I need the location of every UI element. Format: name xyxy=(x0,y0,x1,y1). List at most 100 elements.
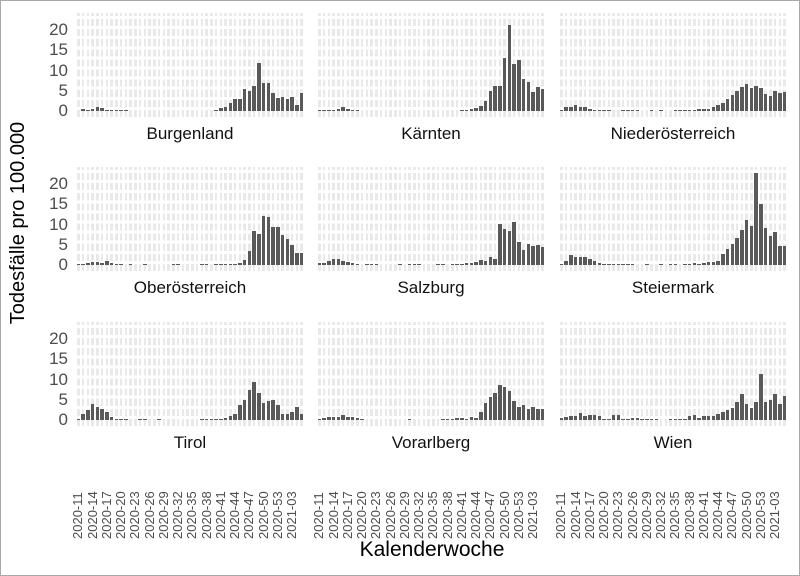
bar-2020-43 xyxy=(228,103,233,111)
bar-2020-51 xyxy=(266,401,271,420)
gridline xyxy=(243,167,246,271)
bar-2020-53 xyxy=(276,98,280,111)
bar-2020-45 xyxy=(721,103,725,111)
gridline xyxy=(731,322,734,426)
bar-2020-13 xyxy=(327,261,331,265)
gridline xyxy=(110,322,113,426)
gridline xyxy=(693,167,696,271)
gridline xyxy=(465,322,468,426)
gridline xyxy=(281,13,284,117)
bar-2020-35 xyxy=(673,264,678,265)
bar-2020-18 xyxy=(109,263,114,265)
gridline xyxy=(650,322,653,426)
gridline xyxy=(427,13,430,117)
bar-2020-16 xyxy=(583,416,587,420)
x-tick-text: 2020-14 xyxy=(567,491,583,539)
gridline xyxy=(233,13,237,117)
gridline xyxy=(750,322,753,426)
bar-2021-05 xyxy=(299,93,304,111)
x-tick-label: 2020-47 xyxy=(724,469,739,539)
bar-2020-47 xyxy=(488,91,493,111)
gridline xyxy=(726,322,729,426)
bar-2020-39 xyxy=(450,419,455,420)
gridline xyxy=(384,322,388,426)
y-tick-label: 15 xyxy=(49,40,68,60)
gridline xyxy=(295,322,299,426)
gridline xyxy=(205,322,208,426)
gridline xyxy=(479,322,483,426)
x-tick-label: 2020-47 xyxy=(482,469,497,539)
gridline xyxy=(271,167,275,271)
gridline xyxy=(318,13,321,117)
bar-2020-46 xyxy=(483,101,488,111)
gridline xyxy=(769,13,772,117)
bar-2021-04 xyxy=(778,404,782,420)
bar-2021-01 xyxy=(763,94,768,111)
bar-2021-02 xyxy=(285,414,290,420)
bar-2021-03 xyxy=(531,246,535,265)
gridline xyxy=(276,322,280,426)
gridline xyxy=(707,167,710,271)
gridline xyxy=(522,13,525,117)
bar-2020-53 xyxy=(517,60,521,111)
x-tick-text: 2020-29 xyxy=(638,491,654,539)
gridline xyxy=(683,322,687,426)
bar-2020-22 xyxy=(611,415,616,420)
bar-2020-43 xyxy=(469,263,474,265)
gridline xyxy=(536,322,540,426)
bar-2020-14 xyxy=(90,404,95,420)
facet-label: Burgenland xyxy=(146,124,234,143)
gridline xyxy=(81,167,85,271)
bar-2020-39 xyxy=(692,263,697,265)
bar-2020-18 xyxy=(109,417,114,420)
gridline xyxy=(295,13,299,117)
gridline xyxy=(356,322,359,426)
gridline xyxy=(564,167,568,271)
bar-2020-45 xyxy=(721,254,725,265)
gridline xyxy=(626,13,630,117)
bar-2020-53 xyxy=(276,405,280,420)
bar-2020-46 xyxy=(725,249,730,265)
gridline xyxy=(153,167,156,271)
x-tick-label: 2020-11 xyxy=(553,469,568,539)
gridline xyxy=(451,13,454,117)
gridline xyxy=(233,322,237,426)
bar-2020-41 xyxy=(460,110,464,111)
bar-2021-01 xyxy=(521,250,526,265)
x-tick-label: 2020-23 xyxy=(610,469,625,539)
gridline xyxy=(560,13,563,117)
gridline xyxy=(588,322,592,426)
bar-2020-45 xyxy=(721,412,725,420)
gridline xyxy=(408,13,411,117)
gridline xyxy=(167,167,170,271)
x-tick-text: 2020-26 xyxy=(624,491,640,539)
gridline xyxy=(86,13,90,117)
gridline xyxy=(588,13,592,117)
x-tick-label: 2020-35 xyxy=(184,469,199,539)
gridline xyxy=(332,13,335,117)
gridline xyxy=(157,322,161,426)
bar-2020-40 xyxy=(455,418,459,420)
bar-2020-51 xyxy=(266,217,271,265)
x-tick-text: 2020-23 xyxy=(127,491,143,539)
x-tick-label: 2020-41 xyxy=(696,469,711,539)
gridline xyxy=(115,13,118,117)
bar-2020-14 xyxy=(90,109,95,111)
gridline xyxy=(764,13,767,117)
bar-2020-16 xyxy=(100,409,104,420)
bar-2020-20 xyxy=(602,419,606,420)
gridline xyxy=(267,322,270,426)
bar-2020-45 xyxy=(238,99,242,111)
bar-2020-52 xyxy=(512,222,516,265)
bar-2020-36 xyxy=(678,110,682,111)
bar-2020-53 xyxy=(517,242,521,265)
y-tick-label: 5 xyxy=(58,234,68,254)
x-tick-label: 2020-53 xyxy=(753,469,768,539)
gridline xyxy=(754,322,758,426)
gridline xyxy=(517,167,521,271)
gridline xyxy=(105,13,109,117)
gridline xyxy=(134,13,137,117)
x-tick-text: 2020-32 xyxy=(170,491,186,539)
gridline xyxy=(593,322,596,426)
facet-label: Vorarlberg xyxy=(391,433,471,452)
